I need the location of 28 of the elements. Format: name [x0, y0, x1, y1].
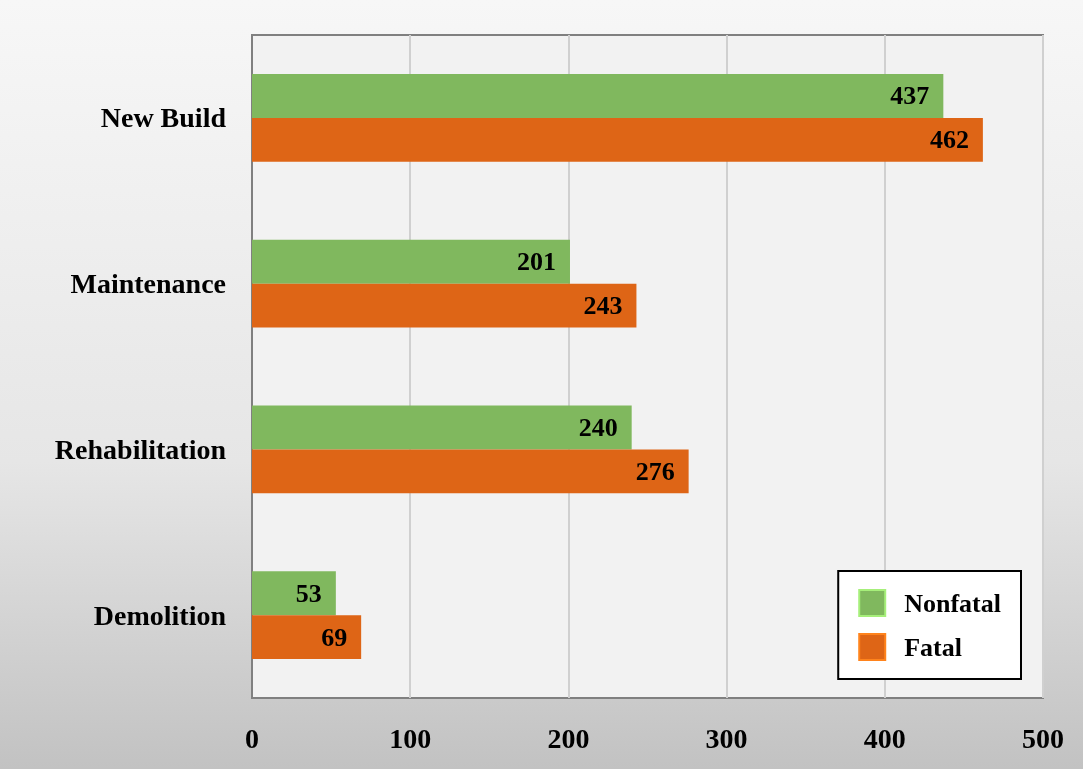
- data-label: 243: [583, 291, 623, 321]
- data-label: 462: [929, 125, 969, 155]
- data-label: 201: [516, 247, 556, 277]
- y-tick-label: Rehabilitation: [54, 433, 227, 465]
- x-tick-label: 300: [705, 722, 748, 754]
- x-tick-label: 500: [1022, 722, 1064, 754]
- bar: [252, 73, 944, 118]
- legend-label: Nonfatal: [904, 588, 1001, 618]
- data-label: 53: [295, 578, 322, 608]
- legend-label: Fatal: [904, 632, 962, 662]
- x-tick-label: 100: [389, 722, 432, 754]
- y-tick-label: Maintenance: [70, 268, 226, 300]
- y-tick-label: Demolition: [93, 599, 227, 631]
- bar: [252, 239, 570, 284]
- bar: [252, 117, 983, 162]
- bar: [252, 283, 637, 328]
- data-label: 437: [890, 81, 930, 111]
- data-label: 276: [635, 456, 675, 486]
- x-tick-label: 200: [547, 722, 590, 754]
- x-tick-label: 400: [863, 722, 906, 754]
- x-tick-label: 0: [245, 722, 259, 754]
- bar: [252, 571, 336, 616]
- bar: [252, 405, 632, 450]
- bar: [252, 615, 362, 660]
- data-label: 240: [578, 412, 618, 442]
- y-tick-label: New Build: [100, 102, 227, 134]
- data-label: 69: [321, 622, 348, 652]
- bar: [252, 449, 689, 494]
